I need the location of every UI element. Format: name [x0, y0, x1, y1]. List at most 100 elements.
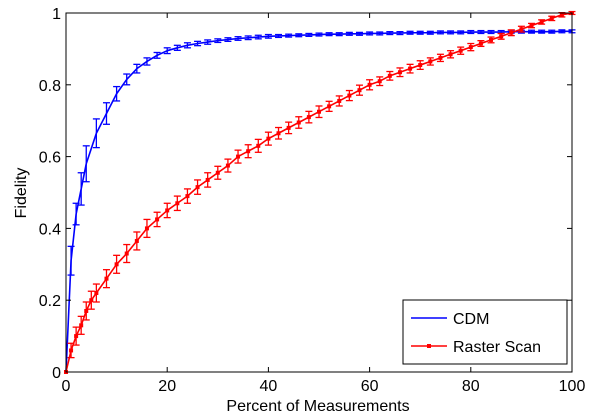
error-bar-cdm [335, 32, 343, 37]
data-point-raster-scan [205, 177, 210, 182]
error-bar-cdm [366, 31, 374, 36]
data-point-raster-scan [337, 98, 342, 103]
error-bar-cdm [204, 39, 212, 45]
error-bar-cdm [183, 42, 191, 49]
data-point-raster-scan [296, 120, 301, 125]
data-point-raster-scan [246, 149, 251, 154]
data-point-raster-scan [397, 70, 402, 75]
data-point-raster-scan [94, 291, 99, 296]
error-bar-cdm [275, 33, 283, 39]
data-point-raster-scan [155, 217, 160, 222]
data-point-raster-scan [347, 93, 352, 98]
error-bar-cdm [386, 31, 394, 36]
error-bar-cdm [305, 32, 313, 37]
x-tick-label: 20 [158, 378, 176, 395]
data-point-raster-scan [74, 334, 79, 339]
data-point-raster-scan [509, 30, 514, 35]
data-point-raster-scan [175, 201, 180, 206]
y-tick-label: 0.4 [39, 221, 61, 238]
data-point-raster-scan [185, 194, 190, 199]
error-bar-cdm [315, 32, 323, 37]
error-bar-cdm [224, 37, 232, 43]
error-bar-cdm [528, 29, 536, 34]
error-bar-cdm [538, 29, 546, 34]
y-tick-label: 0 [52, 365, 61, 382]
data-point-raster-scan [165, 208, 170, 213]
x-tick-label: 40 [260, 378, 278, 395]
data-point-raster-scan [519, 27, 524, 32]
x-tick-label: 60 [361, 378, 379, 395]
data-point-raster-scan [286, 125, 291, 130]
error-bar-cdm [123, 73, 131, 86]
y-axis-label: Fidelity [13, 168, 30, 219]
error-bar-cdm [264, 33, 272, 39]
data-point-raster-scan [266, 136, 271, 141]
data-point-raster-scan [215, 170, 220, 175]
y-tick-label: 0.8 [39, 78, 61, 95]
error-bar-cdm [153, 51, 161, 59]
error-bar-cdm [477, 29, 485, 35]
error-bar-cdm [234, 36, 242, 41]
legend-label-raster-scan: Raster Scan [453, 339, 541, 356]
data-point-raster-scan [357, 88, 362, 93]
y-tick-label: 1 [52, 6, 61, 23]
error-bar-cdm [133, 63, 141, 74]
error-bar-cdm [426, 30, 434, 35]
data-point-raster-scan [276, 131, 281, 136]
error-bar-cdm [548, 29, 556, 34]
error-bar-cdm [376, 31, 384, 36]
data-point-raster-scan [79, 323, 84, 328]
data-point-raster-scan [104, 276, 109, 281]
data-point-raster-scan [387, 73, 392, 78]
data-point-raster-scan [367, 82, 372, 87]
y-tick-label: 0.2 [39, 293, 61, 310]
error-bar-cdm [163, 47, 171, 55]
data-point-raster-scan [256, 143, 261, 148]
data-point-raster-scan [458, 48, 463, 53]
series-layer [64, 10, 576, 374]
x-axis-label: Percent of Measurements [226, 398, 409, 415]
error-bar-cdm [355, 31, 363, 36]
y-tick-label: 0.6 [39, 150, 61, 167]
error-bar-cdm [457, 30, 465, 35]
legend-marker-raster-scan [427, 344, 431, 348]
error-bar-cdm [345, 31, 353, 36]
error-bar-cdm [467, 29, 475, 35]
data-point-raster-scan [549, 16, 554, 21]
data-point-raster-scan [306, 115, 311, 120]
error-bar-cdm [72, 202, 80, 226]
error-bar-cdm [396, 31, 404, 36]
legend-label-cdm: CDM [453, 311, 489, 328]
x-tick-label: 80 [462, 378, 480, 395]
data-point-raster-scan [559, 12, 564, 17]
error-bar-cdm [295, 33, 303, 38]
data-point-raster-scan [377, 79, 382, 84]
error-bar-cdm [447, 30, 455, 35]
x-tick-label: 100 [559, 378, 586, 395]
error-bar-cdm [67, 245, 75, 276]
data-point-raster-scan [499, 34, 504, 39]
data-point-raster-scan [89, 298, 94, 303]
data-point-raster-scan [428, 59, 433, 64]
data-point-raster-scan [529, 23, 534, 28]
error-bar-cdm [143, 57, 151, 66]
data-point-raster-scan [69, 348, 74, 353]
data-point-raster-scan [124, 251, 129, 256]
data-point-raster-scan [478, 41, 483, 46]
data-point-raster-scan [225, 163, 230, 168]
data-point-raster-scan [195, 185, 200, 190]
error-bar-cdm [214, 38, 222, 44]
data-point-raster-scan [114, 262, 119, 267]
error-bar-cdm [254, 34, 262, 40]
error-bar-cdm [436, 30, 444, 35]
data-point-raster-scan [438, 55, 443, 60]
error-bar-cdm [244, 35, 252, 41]
error-bar-cdm [416, 30, 424, 35]
data-point-raster-scan [468, 45, 473, 50]
error-bar-cdm [558, 29, 566, 34]
data-point-raster-scan [84, 308, 89, 313]
error-bar-cdm [325, 32, 333, 37]
data-point-raster-scan [144, 226, 149, 231]
axes-layer [65, 12, 573, 373]
